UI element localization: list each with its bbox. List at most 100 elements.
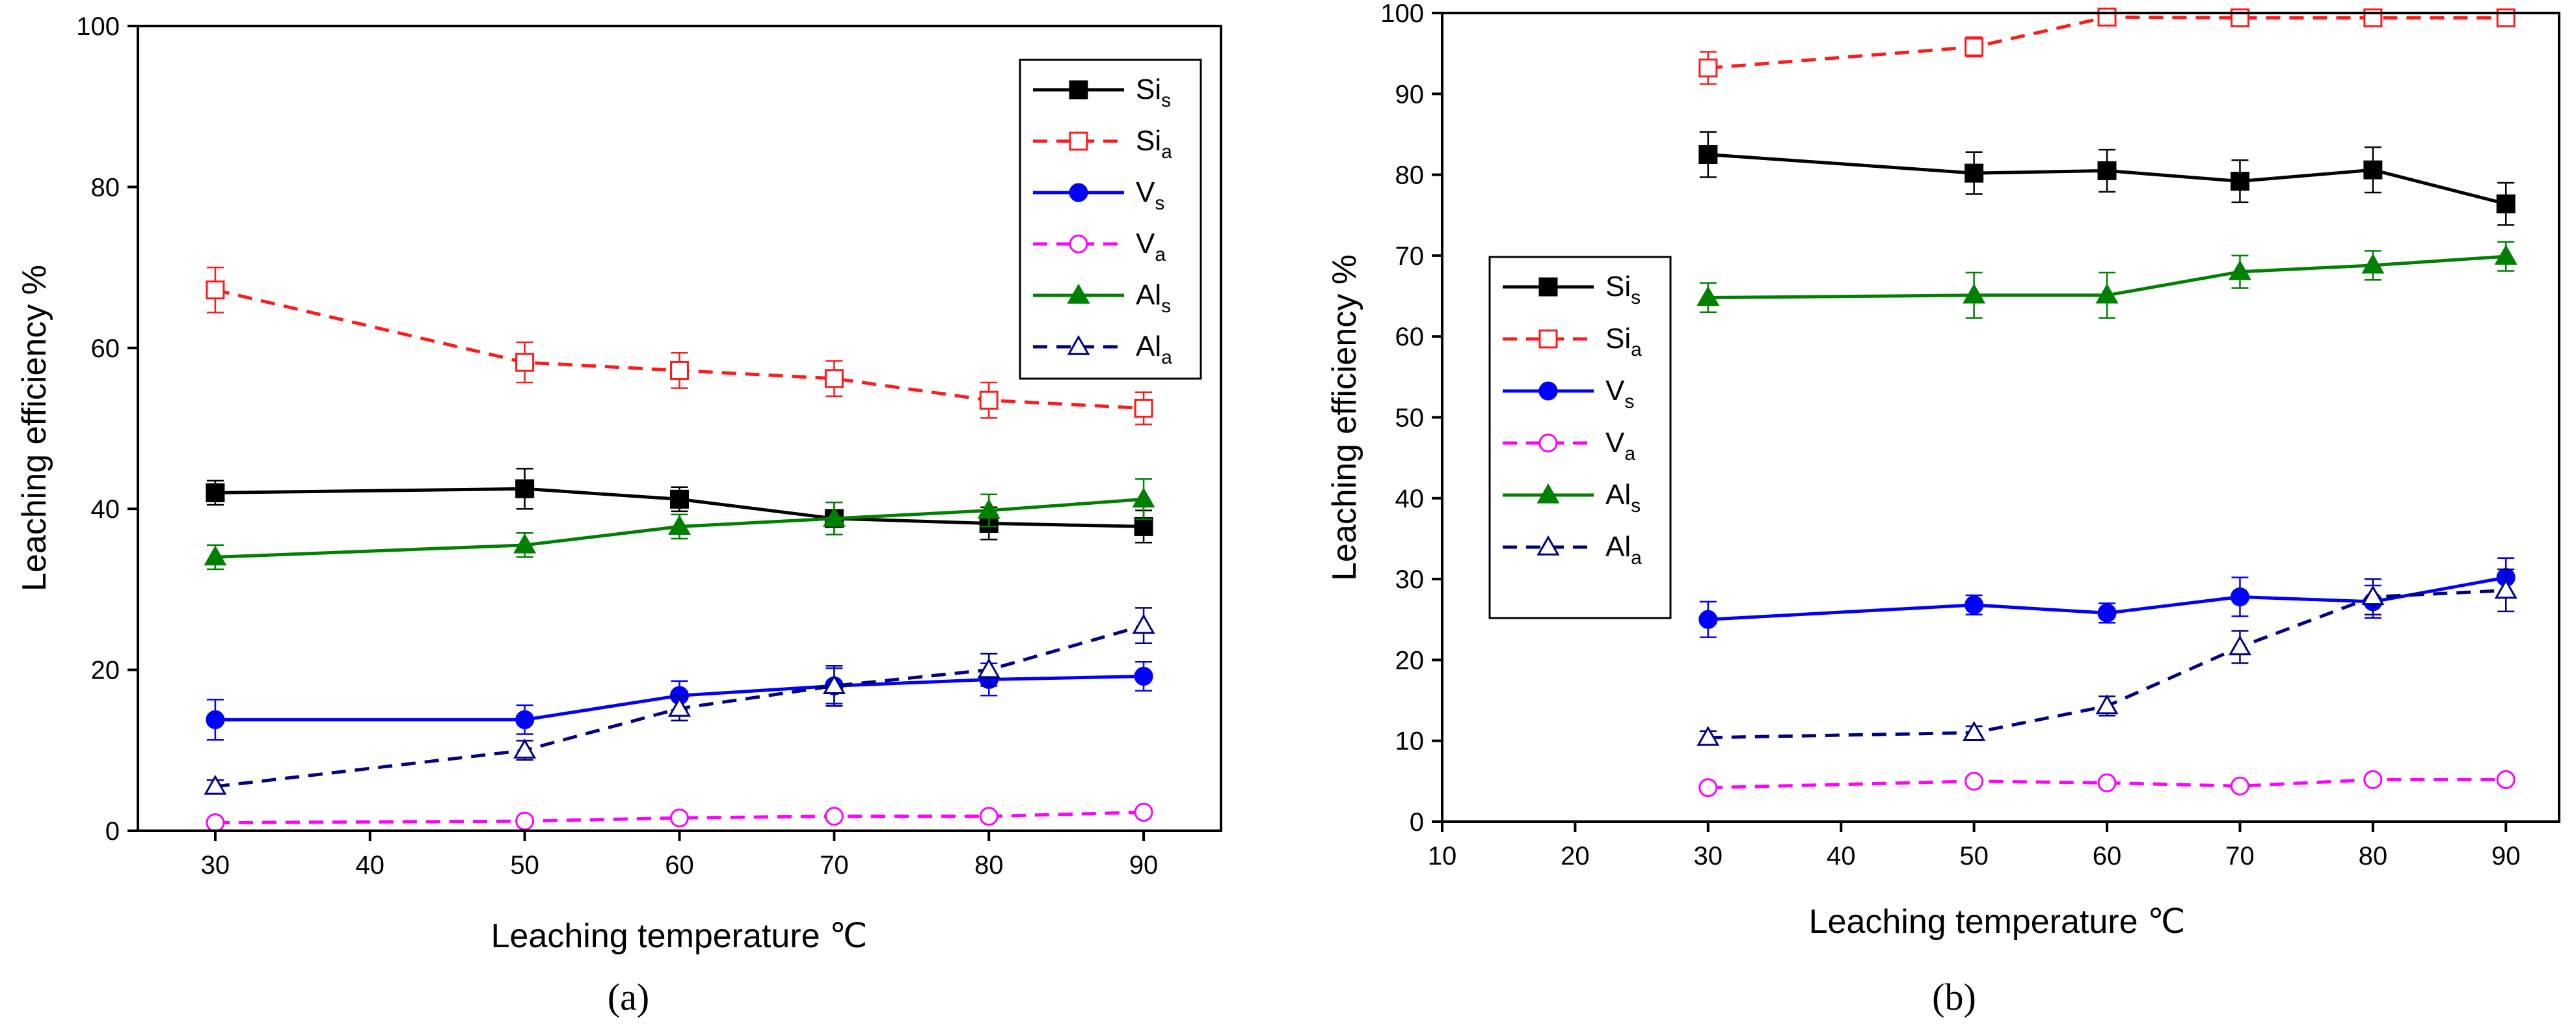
- panel-b-legend-marker-v-a: [1538, 433, 1558, 453]
- panel-b-chart: 10 20 30 40 50 60 70 80 90 010203040506070809010…: [1326, 0, 2560, 1018]
- panel-a-series-si-a-point: [206, 280, 225, 300]
- panel-a-legend-label-v-a: Va: [1136, 228, 1166, 265]
- panel-b-series-al-a-point: [2228, 635, 2251, 656]
- panel-b-legend-box: [1488, 256, 1672, 619]
- panel-b-legend-marker-si-s: [1538, 277, 1558, 297]
- panel-a-series-v-s-line: [215, 674, 1144, 721]
- panel-a-y-tick-label: 40: [91, 495, 120, 524]
- panel-b-series-al-s-point: [2494, 245, 2517, 265]
- panel-a-series-al-s-point: [822, 507, 846, 527]
- panel-b-series-v-s-point: [2230, 587, 2249, 606]
- panel-b-series-al-a-point: [1963, 721, 1986, 741]
- panel-b-y-tick-label: 40: [1395, 485, 1425, 513]
- panel-a-series-si-a-point: [670, 360, 689, 380]
- panel-b-y-tick-label: 0: [1410, 808, 1424, 837]
- panel-a-series-v-s-point: [1134, 666, 1153, 686]
- panel-a-series-al-a-line: [215, 624, 1144, 788]
- panel-a-x-tick-label: 90: [1129, 851, 1159, 880]
- panel-a-series-al-a-point: [667, 697, 691, 717]
- panel-b-legend: Sis Sia Vs Va Als Ala: [1488, 256, 1672, 619]
- panel-b-series-v-a-point: [2363, 770, 2383, 789]
- panel-b-y-tick-label: 50: [1395, 404, 1425, 433]
- panel-b-series-si-a-point: [2097, 7, 2117, 27]
- panel-a-series-si-s-point: [515, 479, 535, 498]
- panel-a-series-layer: [204, 266, 1155, 833]
- panel-b-y-tick-label: 90: [1395, 80, 1425, 109]
- panel-a-legend-marker-si-s: [1069, 80, 1088, 100]
- panel-b-series-si-s-point: [2363, 160, 2383, 180]
- panel-a-series-v-a-point: [1134, 803, 1153, 822]
- panel-a-y-tick-label: 20: [91, 656, 120, 685]
- panel-b-series-al-a-point: [2494, 578, 2517, 599]
- panel-a-series-al-s-point: [1132, 487, 1155, 508]
- panel-a-series-al-s-point: [667, 515, 691, 535]
- panel-b-series-si-s-line: [1708, 153, 2506, 206]
- panel-b-x-tick-label: 90: [2491, 842, 2521, 870]
- panel-a-series-v-a-point: [206, 813, 225, 833]
- panel-b-label: (b): [1932, 976, 1976, 1018]
- panel-b-series-v-s-point: [1698, 610, 1718, 629]
- panel-a-legend-marker-al-a: [1067, 335, 1090, 355]
- panel-a-series-si-a-point: [979, 390, 999, 410]
- panel-a-series-al-a-point: [1132, 613, 1155, 634]
- panel-b-x-tick-label: 80: [2359, 842, 2388, 870]
- panel-b-series-v-a-point: [2496, 770, 2516, 789]
- panel-a-y-tick-label: 100: [76, 12, 120, 41]
- panel-b-x-tick-label: 50: [1959, 842, 1989, 870]
- panel-a-y-ticks: 0 20 40 60 80 100: [76, 12, 138, 846]
- panel-a-series-al-a-point: [204, 774, 227, 795]
- panel-b-x-tick-label: 70: [2225, 842, 2255, 870]
- panel-a-x-tick-label: 30: [201, 851, 230, 880]
- panel-a-series-si-a-point: [1134, 399, 1153, 418]
- panel-b-y-tick-label: 20: [1395, 646, 1425, 675]
- panel-b-x-tick-label: 10: [1428, 842, 1457, 870]
- panel-a-series-v-s-point: [206, 710, 225, 729]
- panel-a-x-tick-label: 70: [820, 851, 849, 880]
- panel-a-x-tick-label: 80: [974, 851, 1004, 880]
- panel-a-series-si-s-point: [1134, 517, 1153, 536]
- panel-b-legend-label-si-a: Sia: [1605, 323, 1642, 360]
- panel-b-legend-label-si-s: Sis: [1605, 271, 1641, 308]
- panel-b-y-axis-title: Leaching efficiency %: [1326, 254, 1363, 581]
- panel-a-legend-marker-al-s: [1067, 284, 1090, 304]
- panel-b-series-al-a-point: [1697, 725, 1720, 746]
- panel-a-series-si-s-line: [215, 487, 1144, 528]
- panel-b-x-tick-label: 40: [1827, 842, 1856, 870]
- panel-b-series-si-a-line: [1708, 15, 2506, 70]
- panel-b-series-v-a-point: [2097, 773, 2117, 792]
- panel-b-y-tick-label: 60: [1395, 323, 1425, 351]
- panel-a-x-tick-label: 40: [356, 851, 385, 880]
- panel-a-legend-box: [1019, 59, 1202, 380]
- panel-b-y-tick-label: 70: [1395, 242, 1425, 271]
- panel-b-legend-marker-al-s: [1536, 483, 1560, 504]
- panel-a-chart: 30 40 50 60 70 80 90 0 20 40 60 80 100 Leaching tem…: [16, 12, 1222, 1018]
- panel-b-series-al-s-point: [1697, 286, 1720, 306]
- panel-a-series-al-s-line: [215, 497, 1144, 559]
- panel-b-series-al-a-line: [1708, 589, 2506, 740]
- panel-a-series-al-s-point: [204, 545, 227, 566]
- panel-a-series-v-a-line: [215, 811, 1144, 825]
- panel-b-legend-marker-si-a: [1538, 329, 1558, 349]
- panel-b-legend-label-v-s: Vs: [1605, 375, 1634, 412]
- panel-a-series-si-a-point: [515, 353, 535, 372]
- panel-b-series-si-a-point: [1698, 59, 1718, 78]
- panel-a-x-ticks: 30 40 50 60 70 80 90: [201, 831, 1159, 880]
- panel-b-series-si-a-point: [1965, 37, 1984, 57]
- panel-a-series-al-s-point: [513, 533, 537, 554]
- panel-b-series-v-a-point: [2230, 776, 2249, 796]
- panel-b-y-tick-label: 10: [1395, 727, 1425, 756]
- panel-a-x-tick-label: 50: [510, 851, 539, 880]
- panel-b-x-ticks: 10 20 30 40 50 60 70 80 90: [1428, 822, 2521, 870]
- panel-b-series-si-s-point: [1965, 163, 1984, 183]
- panel-a-series-al-a-point: [977, 658, 1000, 679]
- panel-a-series-si-s-point: [670, 489, 689, 509]
- panel-a-series-al-s-point: [977, 498, 1000, 519]
- panel-a-x-tick-label: 60: [665, 851, 694, 880]
- panel-b-series-al-s-point: [2095, 283, 2119, 304]
- panel-a-label: (a): [608, 976, 649, 1018]
- panel-a-series-v-a-point: [670, 808, 689, 828]
- panel-b-x-axis-title: Leaching temperature ℃: [1809, 903, 2186, 941]
- panel-a-legend: Sis Sia Vs Va Als Ala: [1019, 59, 1202, 380]
- panel-a-series-v-a-point: [824, 807, 844, 826]
